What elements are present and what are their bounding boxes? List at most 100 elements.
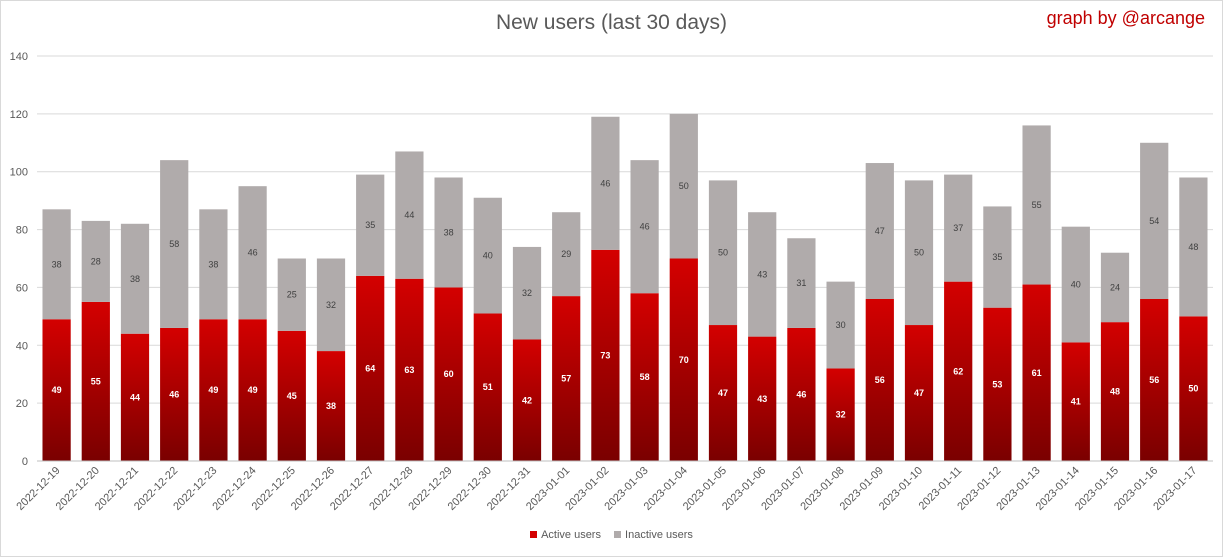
- data-label-inactive: 25: [287, 290, 297, 300]
- bar-active: [748, 336, 777, 461]
- bar-inactive: [120, 223, 150, 334]
- y-tick-label: 0: [22, 456, 28, 468]
- data-label-active: 55: [91, 376, 101, 386]
- data-label-inactive: 48: [1188, 242, 1198, 252]
- bar-inactive: [944, 174, 973, 282]
- bar-inactive: [316, 258, 346, 352]
- bar-active: [434, 287, 463, 461]
- data-label-inactive: 37: [953, 223, 963, 233]
- bar-inactive: [473, 197, 502, 314]
- bar-inactive: [669, 113, 698, 259]
- bar-active: [983, 307, 1012, 461]
- data-label-active: 56: [1149, 375, 1159, 385]
- bar-active: [1022, 284, 1051, 461]
- bar-inactive: [1140, 142, 1169, 299]
- y-tick-label: 100: [10, 167, 28, 179]
- bar-inactive: [434, 177, 463, 288]
- bar-active: [473, 313, 502, 461]
- data-label-active: 49: [208, 385, 218, 395]
- bar-active: [865, 299, 894, 461]
- bar-active: [708, 325, 738, 461]
- data-label-inactive: 35: [992, 252, 1002, 262]
- bar-active: [356, 275, 385, 461]
- bar-active: [199, 319, 228, 461]
- legend-label-inactive: Inactive users: [625, 529, 693, 541]
- bar-inactive: [160, 160, 189, 328]
- bar-inactive: [395, 151, 424, 279]
- bar-active: [826, 368, 855, 461]
- data-label-inactive: 28: [91, 256, 101, 266]
- data-label-active: 38: [326, 401, 336, 411]
- data-label-active: 56: [875, 375, 885, 385]
- data-label-active: 44: [130, 392, 140, 402]
- bar-inactive: [591, 116, 620, 250]
- bar-inactive: [1022, 125, 1051, 285]
- bar-inactive: [1100, 252, 1130, 323]
- bar-inactive: [983, 206, 1012, 308]
- data-label-inactive: 38: [444, 227, 454, 237]
- bar-inactive: [512, 246, 542, 340]
- data-label-active: 73: [600, 350, 610, 360]
- y-tick-label: 40: [16, 340, 28, 352]
- data-label-inactive: 55: [1032, 200, 1042, 210]
- data-label-active: 63: [404, 365, 414, 375]
- data-label-active: 62: [953, 366, 963, 376]
- data-label-active: 64: [365, 363, 375, 373]
- data-label-inactive: 50: [718, 248, 728, 258]
- data-label-inactive: 24: [1110, 282, 1120, 292]
- bar-active: [277, 330, 306, 461]
- bar-inactive: [238, 186, 267, 320]
- data-label-inactive: 46: [600, 178, 610, 188]
- data-label-active: 46: [169, 389, 179, 399]
- bar-inactive: [552, 212, 581, 297]
- data-label-inactive: 31: [796, 278, 806, 288]
- bar-inactive: [904, 180, 934, 326]
- data-label-inactive: 35: [365, 220, 375, 230]
- bar-inactive: [787, 238, 816, 328]
- y-tick-label: 80: [16, 225, 28, 237]
- data-label-active: 49: [52, 385, 62, 395]
- data-label-inactive: 50: [914, 248, 924, 258]
- data-label-active: 57: [561, 374, 571, 384]
- bar-active: [512, 339, 542, 461]
- data-label-inactive: 38: [208, 259, 218, 269]
- bar-inactive: [630, 160, 659, 294]
- data-label-active: 70: [679, 355, 689, 365]
- data-label-active: 47: [914, 388, 924, 398]
- bar-inactive: [42, 209, 71, 320]
- legend-swatch-inactive: [614, 531, 622, 538]
- data-label-active: 46: [796, 389, 806, 399]
- data-label-inactive: 47: [875, 226, 885, 236]
- bar-inactive: [199, 209, 228, 320]
- bar-active: [238, 319, 267, 461]
- bar-active: [552, 296, 581, 461]
- bar-inactive: [81, 220, 110, 302]
- data-label-inactive: 43: [757, 269, 767, 279]
- data-label-inactive: 30: [836, 320, 846, 330]
- bar-active: [669, 258, 698, 461]
- bar-active: [81, 301, 110, 461]
- bar-inactive: [826, 281, 855, 369]
- data-label-inactive: 58: [169, 239, 179, 249]
- bar-active: [787, 327, 816, 461]
- data-label-inactive: 44: [404, 210, 414, 220]
- data-label-active: 43: [757, 394, 767, 404]
- data-label-inactive: 40: [1071, 280, 1081, 290]
- data-label-inactive: 54: [1149, 216, 1159, 226]
- data-label-active: 60: [444, 369, 454, 379]
- bar-inactive: [277, 258, 306, 331]
- bar-active: [1061, 342, 1090, 461]
- gridlines: [37, 55, 1213, 404]
- chart-credit: graph by @arcange: [1046, 8, 1205, 28]
- bar-active: [395, 278, 424, 461]
- bar-inactive: [356, 174, 385, 276]
- data-label-inactive: 46: [248, 248, 258, 258]
- data-label-active: 53: [992, 379, 1002, 389]
- bar-inactive: [748, 212, 777, 337]
- y-tick-label: 140: [10, 51, 28, 63]
- data-label-active: 32: [836, 410, 846, 420]
- data-label-inactive: 32: [326, 300, 336, 310]
- data-label-inactive: 40: [483, 251, 493, 261]
- data-label-inactive: 38: [130, 274, 140, 284]
- bar-active: [904, 325, 934, 461]
